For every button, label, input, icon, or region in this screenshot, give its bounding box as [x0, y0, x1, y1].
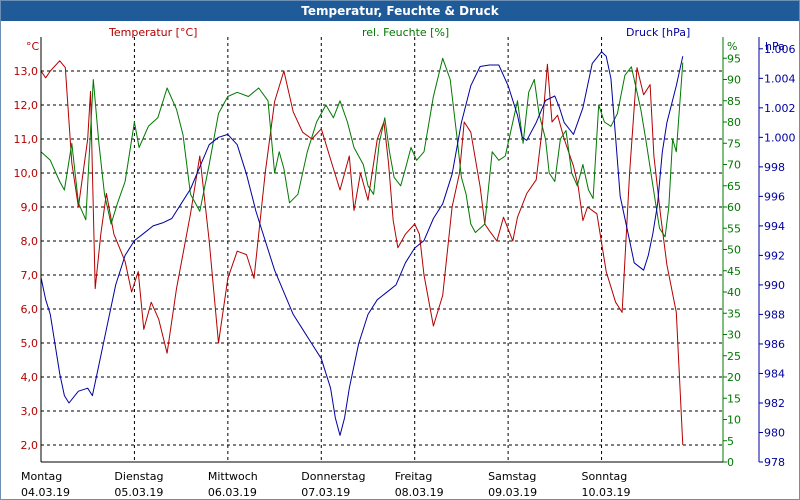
temp-tick-label: 6,0	[21, 303, 39, 316]
day-name-label: Samstag	[488, 470, 536, 483]
gridlines	[41, 37, 723, 462]
pressure-tick-label: 998	[764, 161, 785, 174]
pressure-axis-title: Druck [hPa]	[626, 26, 690, 39]
temp-tick-label: 8,0	[21, 235, 39, 248]
pressure-tick-label: 1.000	[764, 131, 796, 144]
axes	[40, 37, 763, 463]
day-date-label: 06.03.19	[208, 486, 257, 499]
pressure-tick-label: 986	[764, 338, 785, 351]
temp-tick-label: 11,0	[14, 133, 39, 146]
pressure-tick-label: 992	[764, 249, 785, 262]
temp-tick-label: 9,0	[21, 201, 39, 214]
pressure-tick-label: 1.002	[764, 102, 796, 115]
day-name-label: Donnerstag	[301, 470, 365, 483]
humidity-tick-label: 80	[727, 116, 741, 129]
day-name-label: Mittwoch	[208, 470, 258, 483]
day-name-label: Sonntag	[582, 470, 628, 483]
humidity-tick-label: 60	[727, 201, 741, 214]
temp-tick-label: 4,0	[21, 371, 39, 384]
pressure-tick-label: 988	[764, 308, 785, 321]
chart-title: Temperatur, Feuchte & Druck	[1, 1, 799, 21]
day-date-label: 07.03.19	[301, 486, 350, 499]
temperature-unit-label: °C	[26, 40, 40, 53]
pressure-tick-label: 980	[764, 426, 785, 439]
temperature-axis-title: Temperatur [°C]	[108, 26, 197, 39]
humidity-tick-label: 75	[727, 137, 741, 150]
temp-tick-label: 10,0	[14, 167, 39, 180]
temp-tick-label: 12,0	[14, 99, 39, 112]
axis-labels: 2,0 3,0 4,0 5,0 6,0 7,0 8,0 9,0 10,0 11,0 12,0 13,0…	[14, 26, 796, 499]
day-name-label: Dienstag	[114, 470, 163, 483]
pressure-tick-label: 990	[764, 279, 785, 292]
day-name-label: Freitag	[395, 470, 433, 483]
humidity-tick-label: 5	[727, 435, 734, 448]
pressure-tick-label: 1.006	[764, 43, 796, 56]
humidity-tick-label: 30	[727, 329, 741, 342]
pressure-series-line	[40, 51, 684, 436]
pressure-tick-label: 1.004	[764, 72, 796, 85]
day-date-label: 09.03.19	[488, 486, 537, 499]
humidity-tick-label: 25	[727, 350, 741, 363]
day-name-label: Montag	[21, 470, 62, 483]
pressure-tick-label: 984	[764, 367, 785, 380]
series-lines	[40, 51, 684, 446]
pressure-unit-label: hPa	[765, 40, 785, 53]
humidity-tick-label: 90	[727, 74, 741, 87]
humidity-tick-label: 65	[727, 180, 741, 193]
pressure-tick-label: 994	[764, 220, 785, 233]
humidity-tick-label: 0	[727, 456, 734, 469]
pressure-tick-label: 996	[764, 190, 785, 203]
temp-tick-label: 3,0	[21, 405, 39, 418]
day-date-label: 10.03.19	[582, 486, 631, 499]
humidity-tick-label: 15	[727, 392, 741, 405]
temp-tick-label: 7,0	[21, 269, 39, 282]
humidity-tick-label: 95	[727, 52, 741, 65]
humidity-tick-label: 20	[727, 371, 741, 384]
temp-tick-label: 5,0	[21, 337, 39, 350]
humidity-tick-label: 35	[727, 307, 741, 320]
temperature-series-line	[40, 60, 684, 446]
pressure-tick-label: 978	[764, 456, 785, 469]
humidity-tick-label: 45	[727, 265, 741, 278]
humidity-tick-label: 55	[727, 222, 741, 235]
day-date-label: 05.03.19	[114, 486, 163, 499]
pressure-tick-label: 982	[764, 397, 785, 410]
humidity-unit-label: %	[727, 40, 737, 53]
humidity-series-line	[40, 57, 684, 238]
humidity-tick-label: 40	[727, 286, 741, 299]
temp-tick-label: 13,0	[14, 65, 39, 78]
day-date-label: 04.03.19	[21, 486, 70, 499]
humidity-tick-label: 70	[727, 159, 741, 172]
temp-tick-label: 2,0	[21, 439, 39, 452]
humidity-tick-label: 50	[727, 244, 741, 257]
humidity-tick-label: 85	[727, 95, 741, 108]
humidity-axis-title: rel. Feuchte [%]	[362, 26, 449, 39]
humidity-tick-label: 10	[727, 414, 741, 427]
day-date-label: 08.03.19	[395, 486, 444, 499]
